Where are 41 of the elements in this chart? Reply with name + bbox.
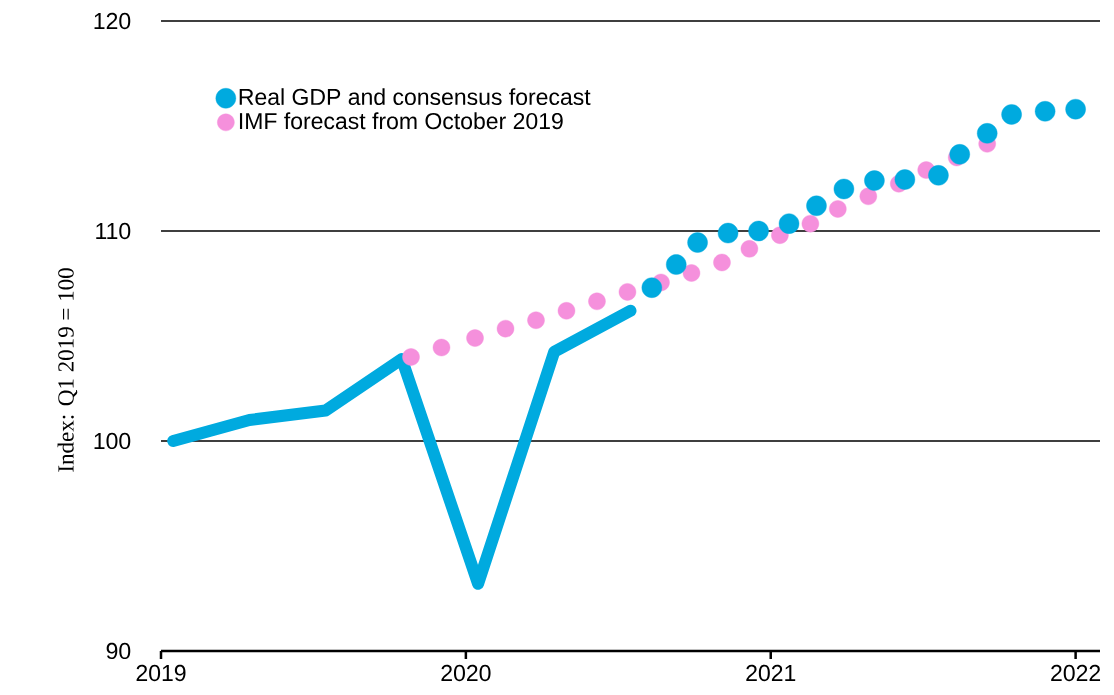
point xyxy=(928,165,949,186)
legend-label: IMF forecast from October 2019 xyxy=(239,112,563,130)
point xyxy=(666,254,687,275)
y-tick-label: 110 xyxy=(96,222,131,240)
point xyxy=(748,220,769,242)
y-tick-label: 120 xyxy=(94,12,131,30)
point xyxy=(1034,101,1056,122)
point xyxy=(466,329,484,347)
point xyxy=(717,222,739,244)
legend-label: Real GDP and consensus forecast xyxy=(239,88,591,106)
point xyxy=(859,187,877,206)
y-tick-label: 100 xyxy=(94,432,131,450)
point xyxy=(778,213,800,234)
point xyxy=(527,311,545,329)
point xyxy=(740,240,759,258)
x-tick-label: 2021 xyxy=(746,664,796,682)
x-tick-label: 2022 xyxy=(1051,664,1101,682)
y-tick-label: 90 xyxy=(106,642,131,660)
point xyxy=(557,302,576,320)
point xyxy=(806,195,827,216)
point xyxy=(833,178,855,200)
x-tick-label: 2019 xyxy=(136,664,186,682)
point xyxy=(496,319,515,338)
point xyxy=(641,277,663,298)
point xyxy=(864,170,885,191)
point xyxy=(949,144,970,165)
point xyxy=(713,253,731,272)
point xyxy=(1001,104,1022,125)
point xyxy=(588,292,606,311)
point xyxy=(829,200,847,218)
point xyxy=(402,348,420,366)
point xyxy=(1065,98,1086,120)
point xyxy=(682,264,701,282)
x-tick-label: 2020 xyxy=(441,664,491,682)
point xyxy=(977,123,998,144)
y-axis-title: Index: Q1 2019 = 100 xyxy=(57,268,78,472)
point xyxy=(801,214,820,233)
point xyxy=(894,169,916,190)
point xyxy=(618,283,637,301)
point xyxy=(687,232,708,253)
point xyxy=(432,338,451,357)
